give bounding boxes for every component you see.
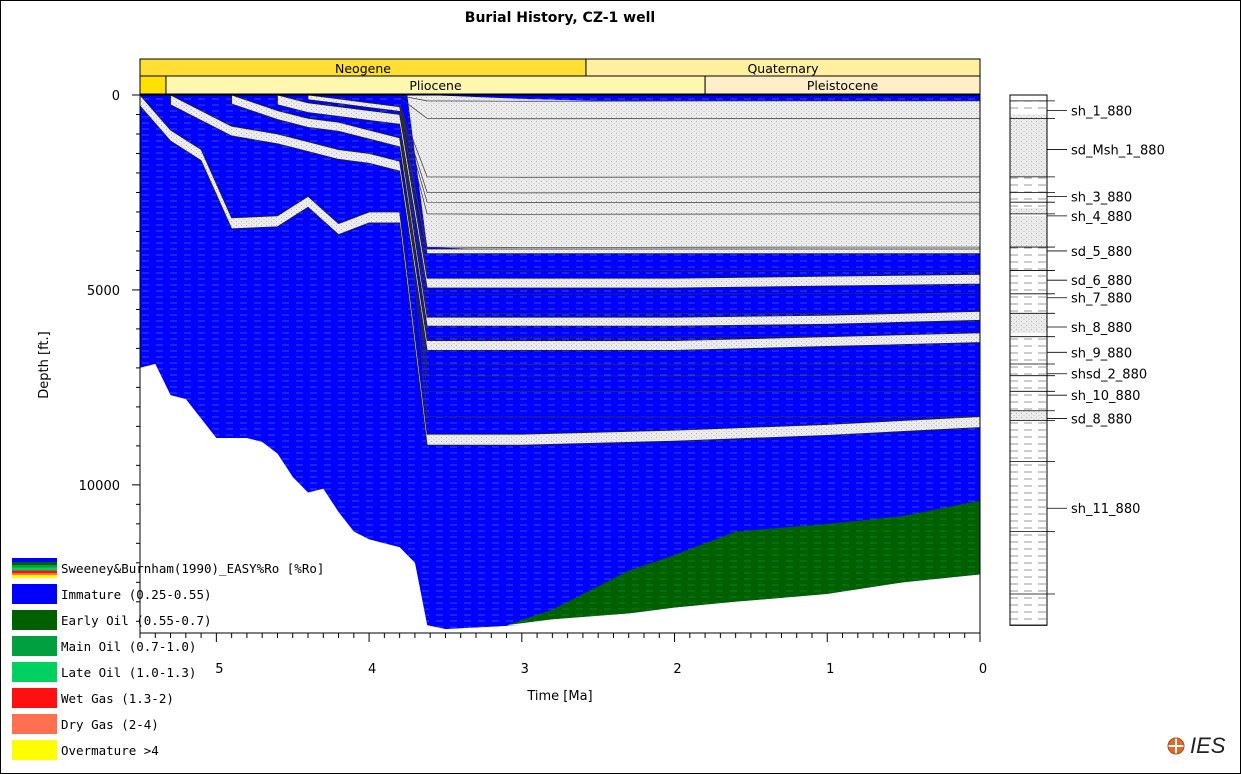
- legend-label: Dry Gas (2-4): [61, 716, 159, 732]
- legend-item: Late Oil (1.0-1.3): [12, 662, 196, 682]
- legend-label: Main Oil (0.7-1.0): [61, 638, 197, 654]
- legend-item: Immature (0.25-0.55): [12, 584, 212, 604]
- legend-label: Early Oil (0.55-0.7): [61, 612, 212, 628]
- well-column-sand: [1010, 215, 1047, 248]
- ies-globe-icon: [1167, 737, 1185, 755]
- well-layer-label: sd_Msh_1_880: [1071, 144, 1165, 159]
- y-tick-label: 0: [112, 89, 120, 104]
- well-layer-label: sh_8_880: [1071, 321, 1132, 336]
- epoch-box: [704, 75, 981, 95]
- well-layer-label: sh_7_880: [1071, 292, 1132, 307]
- legend-item: Wet Gas (1.3-2): [12, 688, 174, 708]
- well-column-border: [1009, 94, 1048, 626]
- legend-item: Early Oil (0.55-0.7): [12, 610, 212, 630]
- well-column-sand: [1010, 313, 1047, 333]
- legend-swatch: [12, 714, 57, 734]
- well-column-body: [1009, 94, 1048, 626]
- sand-bed: [307, 95, 980, 255]
- horizon-line: [399, 95, 980, 102]
- legend-swatch: [12, 636, 57, 656]
- well-layer-label: sd_8_880: [1071, 413, 1132, 428]
- horizon-line: [399, 118, 980, 377]
- y-tick-label: 5000: [87, 284, 120, 299]
- y-axis: 0 5000 10000: [79, 89, 140, 622]
- horizon-line: [399, 118, 980, 315]
- horizon-line: [399, 109, 980, 215]
- x-tick-label: 3: [521, 662, 529, 677]
- well-column-sand: [1010, 114, 1047, 177]
- well-layer-label: sh_3_880: [1071, 190, 1132, 205]
- well-layer-label: sh_11_880: [1071, 502, 1140, 517]
- legend-swatch: [12, 688, 57, 708]
- horizon-line: [399, 107, 980, 203]
- x-axis-label: Time [Ma]: [526, 689, 592, 704]
- horizon-line: [399, 118, 980, 418]
- burial-layers: [140, 95, 980, 633]
- early-oil-zone: [506, 500, 980, 626]
- horizon-line: [399, 118, 980, 295]
- legend-item: Main Oil (0.7-1.0): [12, 636, 196, 656]
- basement-area: [140, 364, 980, 633]
- legend-swatch: [12, 740, 57, 760]
- period-label: Quaternary: [747, 61, 819, 76]
- plot-area-border: [139, 94, 981, 634]
- chart-title: Burial History, CZ-1 well: [465, 10, 655, 26]
- legend-item: Dry Gas (2-4): [12, 714, 159, 734]
- well-layer-label: sh_10_880: [1071, 389, 1140, 404]
- x-tick-label: 1: [826, 662, 834, 677]
- horizon-line: [399, 97, 980, 120]
- x-tick-label: 5: [215, 662, 223, 677]
- legend-swatch: [12, 662, 57, 682]
- legend-label: Immature (0.25-0.55): [61, 586, 212, 602]
- x-axis: 5 4 3 2 1 0: [139, 633, 987, 677]
- y-axis-label: Depth [ft.]: [37, 331, 52, 398]
- well-layer-label: shsd_2_880: [1071, 368, 1147, 383]
- well-column-sand: [1010, 208, 1047, 214]
- sand-bed: [277, 95, 980, 289]
- horizon-line: [399, 118, 980, 393]
- y-tick-label: 10000: [79, 479, 120, 494]
- legend-label: Wet Gas (1.3-2): [61, 690, 174, 706]
- geologic-timescale: Neogene Quaternary Pliocene Pleistocene: [139, 58, 981, 95]
- sand-bed: [140, 95, 980, 446]
- well-layer-label: sh_1_880: [1071, 105, 1132, 120]
- legend-title: Sweeney&Burnham(1990)_EASY%Ro [%Ro]: [61, 560, 325, 576]
- legend-label: Overmature >4: [61, 742, 159, 758]
- well-lithology-column: sh_1_880 sd_Msh_1_880 sh_3_880 sh_4_880 sd_5…: [1009, 94, 1165, 626]
- well-layer-label: sh_4_880: [1071, 210, 1132, 225]
- sand-bed: [231, 95, 980, 327]
- well-layer-label: sd_6_880: [1071, 274, 1132, 289]
- ies-logo: IES: [1166, 733, 1225, 759]
- horizon-line: [399, 115, 980, 272]
- x-tick-label: 0: [979, 662, 987, 677]
- shallow-sand-package: [407, 95, 980, 249]
- legend-label: Late Oil (1.0-1.3): [61, 664, 197, 680]
- x-tick-label: 4: [368, 662, 376, 677]
- legend-title-row: Sweeney&Burnham(1990)_EASY%Ro [%Ro]: [12, 558, 324, 578]
- epoch-box: [139, 75, 167, 95]
- sand-bed: [170, 95, 980, 351]
- legend-swatch: [12, 584, 57, 604]
- well-column-sand: [1010, 410, 1047, 421]
- legend-item: Overmature >4: [12, 740, 159, 760]
- x-tick-label: 2: [673, 662, 681, 677]
- epoch-label: Pliocene: [409, 78, 462, 93]
- legend-title-swatch: [12, 558, 57, 578]
- period-label: Neogene: [335, 61, 391, 76]
- horizon-line: [399, 106, 980, 194]
- horizon-line: [399, 104, 980, 178]
- epoch-label: Pleistocene: [807, 78, 879, 93]
- legend-swatch: [12, 610, 57, 630]
- well-layer-label: sh_9_880: [1071, 346, 1132, 361]
- well-layer-label: sd_5_880: [1071, 245, 1132, 260]
- ies-logo-text: IES: [1190, 733, 1226, 758]
